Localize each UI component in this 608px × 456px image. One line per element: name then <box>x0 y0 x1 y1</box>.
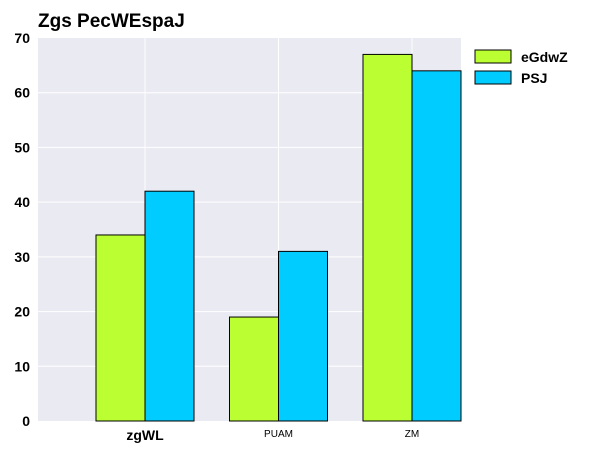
legend-label: PSJ <box>521 70 547 86</box>
y-tick-label: 50 <box>14 139 30 155</box>
y-tick-label: 30 <box>14 249 30 265</box>
legend-swatch <box>474 49 512 64</box>
bar <box>362 53 413 422</box>
legend-swatch <box>474 70 512 85</box>
y-tick-label: 40 <box>14 194 30 210</box>
bar <box>278 250 328 422</box>
y-tick-label: 70 <box>14 30 30 46</box>
bars <box>95 53 462 422</box>
y-tick-label: 60 <box>14 85 30 101</box>
bar <box>229 316 279 422</box>
bar <box>95 234 146 422</box>
y-tick-label: 0 <box>22 413 30 429</box>
x-tick-label: zgWL <box>126 427 164 443</box>
x-tick-label: ZM <box>405 429 419 440</box>
bar <box>144 190 195 422</box>
y-tick-label: 20 <box>14 304 30 320</box>
legend-label: eGdwZ <box>521 49 568 65</box>
chart-title: Zgs PecWEspaJ <box>38 11 185 32</box>
bar <box>411 70 462 422</box>
x-tick-label: PUAM <box>264 429 293 440</box>
y-tick-label: 10 <box>14 358 30 374</box>
y-axis: 0 10 20 30 40 50 60 70 <box>14 30 30 429</box>
x-axis: zgWL PUAM ZM <box>126 427 419 443</box>
legend: eGdwZ PSJ <box>474 49 568 86</box>
